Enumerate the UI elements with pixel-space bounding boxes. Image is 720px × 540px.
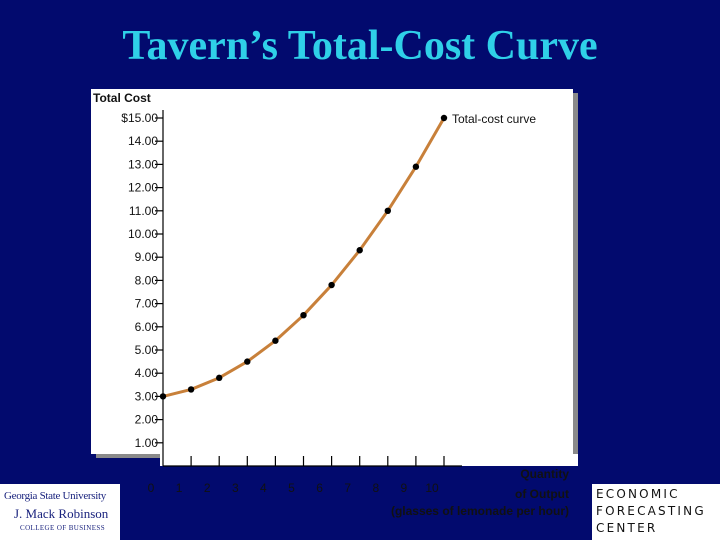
data-point-3 — [244, 358, 251, 365]
y-tick-label-9: 9.00 — [135, 250, 159, 264]
economic-forecasting-center-logo: ECONOMIC FORECASTING CENTER — [592, 484, 720, 540]
data-point-7 — [356, 247, 363, 254]
y-tick-label-8: 8.00 — [135, 273, 159, 287]
data-point-6 — [328, 281, 335, 289]
x-tick-label-6: 6 — [316, 481, 323, 495]
y-tick-label-13: 13.00 — [128, 157, 158, 171]
y-tick-label-15: $15.00 — [121, 111, 158, 125]
logo-efc-line3: CENTER — [596, 521, 658, 535]
x-axis-title-line-2: of Output — [515, 487, 569, 501]
y-tick-label-2: 2.00 — [135, 413, 159, 427]
data-point-10 — [440, 114, 448, 122]
y-axis-title: Total Cost — [93, 91, 151, 105]
slide-title: Tavern’s Total-Cost Curve — [122, 23, 598, 69]
x-tick-label-9: 9 — [401, 481, 408, 495]
y-tick-label-3: 3.00 — [135, 389, 159, 403]
data-point-8 — [384, 207, 391, 214]
y-tick-label-11: 11.00 — [129, 204, 158, 218]
y-tick-label-10: 10.00 — [128, 227, 158, 241]
x-tick-label-4: 4 — [260, 481, 267, 495]
x-tick-label-5: 5 — [288, 481, 295, 495]
y-tick-label-1: 1.00 — [135, 436, 159, 450]
y-tick-label-6: 6.00 — [135, 320, 159, 334]
logo-efc-line1: ECONOMIC — [596, 487, 680, 501]
x-tick-label-3: 3 — [232, 481, 239, 495]
x-tick-label-8: 8 — [372, 481, 379, 495]
logo-jmr-text: J. Mack Robinson — [14, 506, 109, 521]
x-tick-label-1: 1 — [176, 481, 183, 495]
data-point-1 — [187, 386, 195, 393]
y-tick-label-12: 12.00 — [128, 181, 158, 195]
x-tick-label-10: 10 — [425, 481, 439, 495]
curve-label: Total-cost curve — [452, 112, 536, 126]
x-axis-title-line-1: Quantity — [520, 467, 569, 481]
data-point-9 — [412, 163, 420, 170]
x-tick-label-2: 2 — [204, 481, 211, 495]
logo-efc-line2: FORECASTING — [596, 504, 706, 518]
y-tick-label-4: 4.00 — [135, 366, 159, 380]
data-point-0 — [159, 393, 167, 400]
y-tick-label-14: 14.00 — [128, 134, 158, 148]
data-point-4 — [272, 337, 279, 344]
logo-gsu-text: Georgia State University — [4, 490, 106, 502]
x-tick-label-0: 0 — [148, 481, 155, 495]
y-tick-label-7: 7.00 — [135, 297, 159, 311]
logo-college-text: COLLEGE OF BUSINESS — [20, 524, 105, 532]
y-tick-label-5: 5.00 — [135, 343, 159, 357]
x-tick-label-7: 7 — [344, 481, 351, 495]
x-axis-panel — [160, 454, 578, 466]
x-axis-title-line-3: (glasses of lemonade per hour) — [391, 504, 569, 518]
georgia-state-university-logo: Georgia State University J. Mack Robinso… — [0, 484, 120, 540]
data-point-2 — [216, 374, 223, 382]
data-point-5 — [300, 312, 307, 319]
